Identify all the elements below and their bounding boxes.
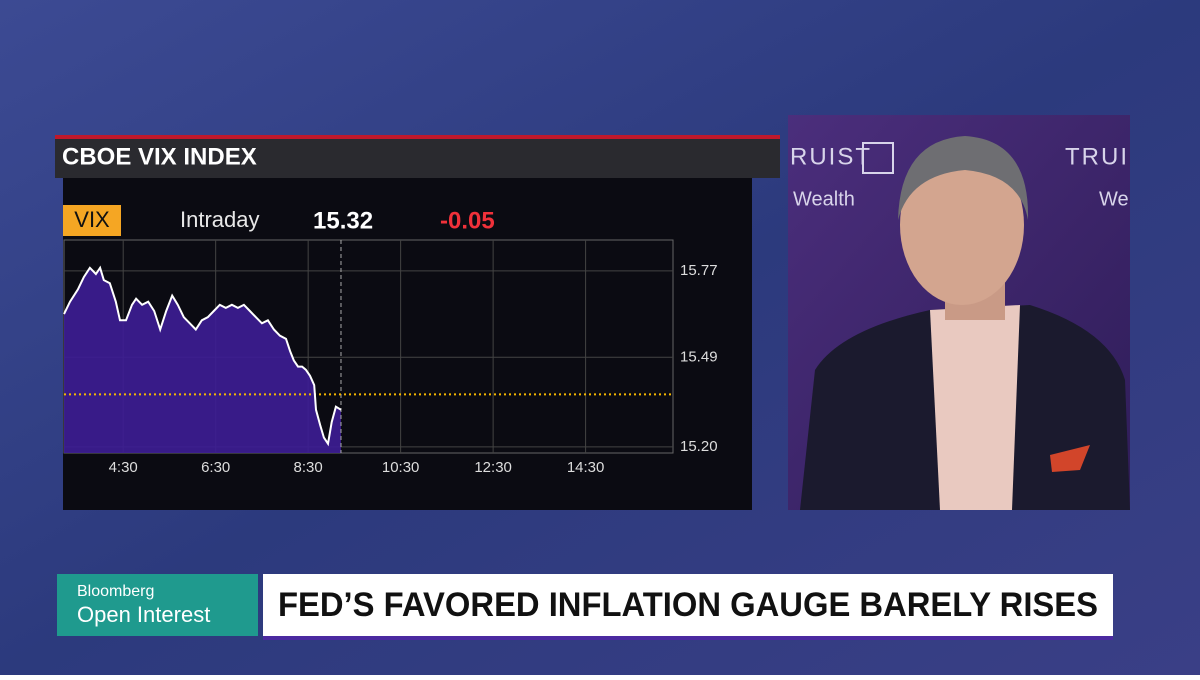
x-tick-label: 4:30 — [109, 459, 138, 476]
ticker-tag — [63, 205, 121, 236]
x-tick-label: 6:30 — [201, 459, 230, 476]
signage: We — [1099, 188, 1129, 210]
change-value: -0.05 — [440, 207, 495, 234]
show-name: Open Interest — [77, 602, 210, 627]
signage: RUIST — [790, 143, 872, 170]
signage: Wealth — [793, 188, 855, 210]
x-tick-label: 14:30 — [567, 459, 605, 476]
brand: Bloomberg — [77, 583, 154, 600]
y-tick-label: 15.49 — [680, 348, 718, 365]
headline: FED’S FAVORED INFLATION GAUGE BARELY RIS… — [278, 586, 1098, 624]
pocket-square — [1050, 445, 1090, 472]
x-tick-label: 8:30 — [294, 459, 323, 476]
period: Intraday — [180, 207, 260, 232]
panel-header — [55, 139, 780, 178]
last-value: 15.32 — [313, 207, 373, 234]
chart-title: CBOE VIX INDEX — [62, 143, 257, 170]
headline-box — [263, 574, 1113, 636]
x-tick-label: 10:30 — [382, 459, 420, 476]
person-shirt — [930, 305, 1020, 510]
x-tick-label: 12:30 — [474, 459, 512, 476]
show-box — [57, 574, 258, 636]
area-fill — [64, 267, 341, 453]
y-tick-label: 15.77 — [680, 262, 718, 279]
panel-accent — [55, 135, 780, 139]
ticker: VIX — [74, 207, 110, 232]
headline-underline — [263, 636, 1113, 640]
y-tick-label: 15.20 — [680, 438, 718, 455]
logo-mark — [862, 142, 894, 174]
signage: TRUI — [1065, 143, 1129, 170]
person-hair — [898, 136, 1029, 220]
person-head — [900, 145, 1024, 305]
price-line — [63, 265, 342, 447]
